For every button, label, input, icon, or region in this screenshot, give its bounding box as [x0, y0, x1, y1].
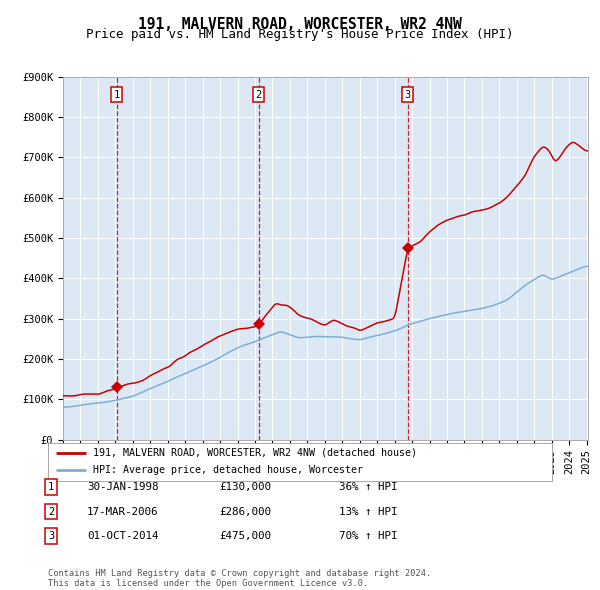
Text: 13% ↑ HPI: 13% ↑ HPI — [339, 507, 397, 516]
Text: 2: 2 — [48, 507, 54, 516]
Text: 01-OCT-2014: 01-OCT-2014 — [87, 532, 158, 541]
Text: HPI: Average price, detached house, Worcester: HPI: Average price, detached house, Worc… — [94, 466, 364, 476]
Text: 2: 2 — [256, 90, 262, 100]
Text: 3: 3 — [48, 532, 54, 541]
Text: Contains HM Land Registry data © Crown copyright and database right 2024.
This d: Contains HM Land Registry data © Crown c… — [48, 569, 431, 588]
Text: 36% ↑ HPI: 36% ↑ HPI — [339, 482, 397, 491]
Text: 17-MAR-2006: 17-MAR-2006 — [87, 507, 158, 516]
Text: Price paid vs. HM Land Registry's House Price Index (HPI): Price paid vs. HM Land Registry's House … — [86, 28, 514, 41]
Text: £130,000: £130,000 — [219, 482, 271, 491]
Text: 1: 1 — [113, 90, 120, 100]
Text: 30-JAN-1998: 30-JAN-1998 — [87, 482, 158, 491]
Text: 1: 1 — [48, 482, 54, 491]
Text: £286,000: £286,000 — [219, 507, 271, 516]
Text: 70% ↑ HPI: 70% ↑ HPI — [339, 532, 397, 541]
Text: £475,000: £475,000 — [219, 532, 271, 541]
Text: 191, MALVERN ROAD, WORCESTER, WR2 4NW (detached house): 191, MALVERN ROAD, WORCESTER, WR2 4NW (d… — [94, 448, 418, 458]
Text: 3: 3 — [404, 90, 411, 100]
Text: 191, MALVERN ROAD, WORCESTER, WR2 4NW: 191, MALVERN ROAD, WORCESTER, WR2 4NW — [138, 17, 462, 31]
